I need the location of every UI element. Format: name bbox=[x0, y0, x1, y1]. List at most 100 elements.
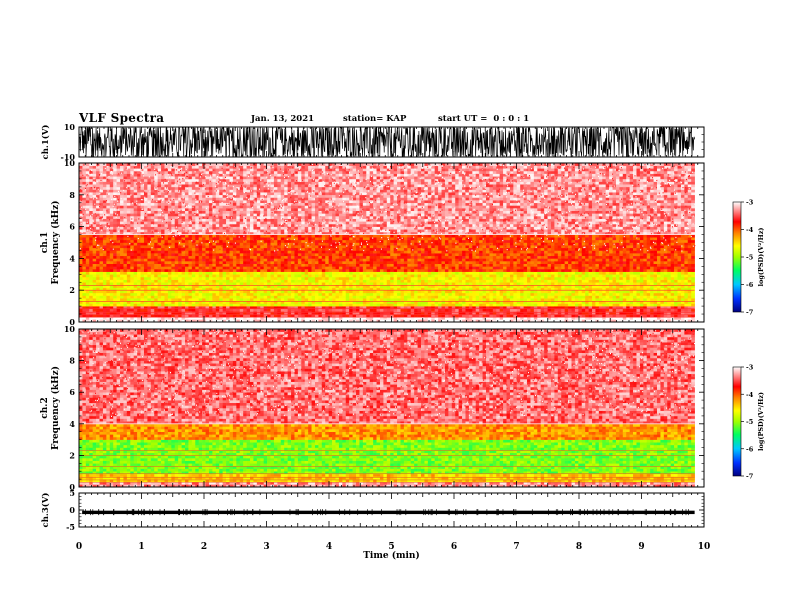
spectrogram-cell bbox=[137, 309, 141, 312]
spectrogram-cell bbox=[100, 237, 104, 240]
spectrogram-cell bbox=[147, 195, 151, 198]
spectrogram-cell bbox=[144, 235, 148, 238]
spectrogram-cell bbox=[171, 303, 175, 306]
spectrogram-cell bbox=[123, 221, 127, 224]
spectrogram-cell bbox=[151, 266, 155, 269]
spectrogram-cell bbox=[158, 216, 162, 219]
spectrogram-cell bbox=[165, 243, 169, 246]
spectrogram-cell bbox=[123, 208, 127, 211]
spectrogram-cell bbox=[134, 176, 138, 179]
spectrogram-cell bbox=[123, 213, 127, 216]
spectrogram-cell bbox=[127, 314, 131, 317]
spectrogram-cell bbox=[120, 309, 124, 312]
spectrogram-cell bbox=[82, 266, 86, 269]
spectrogram-cell bbox=[161, 258, 165, 261]
spectrogram-cell bbox=[93, 266, 97, 269]
spectrogram-cell bbox=[113, 184, 117, 187]
spectrogram-cell bbox=[151, 261, 155, 264]
spectrogram-cell bbox=[113, 298, 117, 301]
spectrogram-cell bbox=[79, 219, 83, 222]
spectrogram-cell bbox=[168, 309, 172, 312]
spectrogram-cell bbox=[137, 264, 141, 267]
spectrogram-cell bbox=[120, 187, 124, 190]
spectrogram-cell bbox=[103, 227, 107, 230]
spectrogram-cell bbox=[161, 184, 165, 187]
spectrogram-cell bbox=[113, 229, 117, 232]
spectrogram-cell bbox=[113, 174, 117, 177]
spectrogram-cell bbox=[93, 258, 97, 261]
spectrogram-cell bbox=[123, 211, 127, 214]
spectrogram-cell bbox=[158, 250, 162, 253]
spectrogram-cell bbox=[147, 303, 151, 306]
spectrogram-cell bbox=[103, 203, 107, 206]
spectrogram-cell bbox=[161, 203, 165, 206]
spectrogram-cell bbox=[151, 293, 155, 296]
spectrogram-cell bbox=[82, 211, 86, 214]
spectrogram-cell bbox=[106, 187, 110, 190]
spectrogram-cell bbox=[134, 296, 138, 299]
spectrogram-cell bbox=[117, 277, 121, 280]
spectrogram-cell bbox=[110, 282, 114, 285]
spectrogram-cell bbox=[147, 296, 151, 299]
spectrogram-cell bbox=[130, 227, 134, 230]
spectrogram-cell bbox=[137, 168, 141, 171]
spectrogram-cell bbox=[123, 314, 127, 317]
spectrogram-cell bbox=[147, 258, 151, 261]
spectrogram-cell bbox=[110, 303, 114, 306]
spectrogram-cell bbox=[130, 256, 134, 259]
spectrogram-cell bbox=[151, 235, 155, 238]
spectrogram-cell bbox=[123, 266, 127, 269]
spectrogram-cell bbox=[127, 272, 131, 275]
spectrogram-cell bbox=[123, 264, 127, 267]
spectrogram-cell bbox=[96, 277, 100, 280]
spectrogram-cell bbox=[144, 184, 148, 187]
spectrogram-cell bbox=[82, 176, 86, 179]
spectrogram-cell bbox=[151, 240, 155, 243]
spectrogram-cell bbox=[130, 213, 134, 216]
spectrogram-cell bbox=[158, 256, 162, 259]
spectrogram-cell bbox=[165, 311, 169, 314]
spectrogram-cell bbox=[127, 303, 131, 306]
spectrogram-cell bbox=[123, 311, 127, 314]
spectrogram-cell bbox=[165, 237, 169, 240]
spectrogram-cell bbox=[96, 192, 100, 195]
spectrogram-cell bbox=[147, 293, 151, 296]
spectrogram-cell bbox=[103, 314, 107, 317]
spectrogram-cell bbox=[110, 311, 114, 314]
spectrogram-cell bbox=[130, 190, 134, 193]
spectrogram-cell bbox=[168, 195, 172, 198]
spectrogram-cell bbox=[117, 269, 121, 272]
spectrogram-cell bbox=[171, 311, 175, 314]
spectrogram-cell bbox=[110, 314, 114, 317]
spectrogram-cell bbox=[110, 184, 114, 187]
spectrogram-cell bbox=[168, 237, 172, 240]
spectrogram-cell bbox=[106, 224, 110, 227]
spectrogram-cell bbox=[123, 261, 127, 264]
spectrogram-cell bbox=[113, 205, 117, 208]
spectrogram-cell bbox=[130, 208, 134, 211]
spectrogram-cell bbox=[120, 245, 124, 248]
spectrogram-cell bbox=[158, 227, 162, 230]
spectrogram-cell bbox=[96, 274, 100, 277]
spectrogram-cell bbox=[161, 277, 165, 280]
spectrogram-cell bbox=[130, 303, 134, 306]
spectrogram-cell bbox=[79, 261, 83, 264]
spectrogram-cell bbox=[93, 166, 97, 169]
spectrogram-cell bbox=[93, 182, 97, 185]
spectrogram-cell bbox=[134, 187, 138, 190]
spectrogram-cell bbox=[86, 282, 90, 285]
spectrogram-cell bbox=[130, 274, 134, 277]
spectrogram-cell bbox=[100, 187, 104, 190]
spectrogram-cell bbox=[103, 174, 107, 177]
spectrogram-cell bbox=[100, 282, 104, 285]
spectrogram-cell bbox=[100, 258, 104, 261]
spectrogram-cell bbox=[100, 208, 104, 211]
spectrogram-cell bbox=[127, 245, 131, 248]
spectrogram-cell bbox=[93, 290, 97, 293]
spectrogram-cell bbox=[130, 166, 134, 169]
spectrogram-cell bbox=[82, 274, 86, 277]
spectrogram-cell bbox=[120, 174, 124, 177]
spectrogram-cell bbox=[120, 195, 124, 198]
spectrogram-cell bbox=[100, 184, 104, 187]
spectrogram-cell bbox=[79, 171, 83, 174]
